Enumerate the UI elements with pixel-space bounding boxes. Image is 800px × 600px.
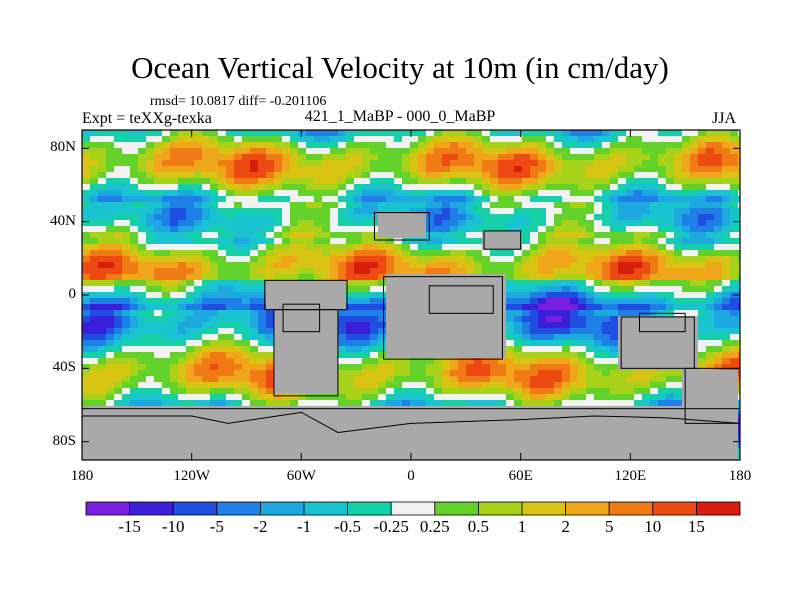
colorbar-level-label: 0.25 [419,517,450,536]
colorbar-swatch [347,501,392,516]
colorbar-level-label: -2 [253,517,268,536]
season-label: JJA [712,110,737,127]
colorbar-swatch [434,501,479,516]
y-tick-label: 80N [50,139,76,156]
coastline-4 [428,285,494,314]
colorbar-level-label: 15 [687,517,705,536]
axis-ticks [81,130,741,460]
y-tick-label: 80S [52,432,76,449]
colorbar-swatch [565,501,610,516]
colorbar-level-label: 5 [604,517,614,536]
y-tick-label: 40N [50,212,76,229]
colorbar-level-label: 2 [561,517,570,536]
x-tick-label: 120E [614,468,647,484]
coastline-6 [638,312,686,333]
colorbar-swatch [477,501,523,516]
coastline-10 [483,230,522,250]
x-tick-label: 120W [173,468,210,484]
chart-title: Ocean Vertical Velocity at 10m (in cm/da… [131,50,669,85]
colorbar-swatch [129,501,174,516]
x-tick-label: 60W [286,468,316,484]
coastline-8 [684,367,740,424]
colorbar-level-label: 10 [644,517,662,536]
colorbar-level-label: 1 [517,517,527,536]
subtitle-label: 421_1_MaBP - 000_0_MaBP [304,108,496,125]
x-tick-label: 180 [70,468,94,484]
velocity-field [82,130,740,460]
colorbar-level-label: -15 [118,517,141,536]
x-tick-label: 60E [508,468,533,484]
colorbar-swatch [696,501,741,516]
x-tick-label: 180 [728,468,752,484]
colorbar-swatch [608,501,654,516]
colorbar-swatch [172,501,218,516]
colorbar [85,501,741,516]
colorbar-level-label: -1 [296,517,312,536]
colorbar-swatch [652,501,697,516]
colorbar-swatch [303,501,348,516]
experiment-label: Expt = teXXg-texka [82,110,212,127]
coastline-1 [273,309,339,397]
colorbar-level-label: -0.25 [373,517,409,536]
coastline-5 [620,316,695,369]
colorbar-swatch [259,501,305,516]
colorbar-swatch [521,501,566,516]
stats-text: rmsd= 10.0817 diff= -0.201106 [150,94,327,109]
antarctic-coastline [82,411,740,434]
field-cells [82,130,740,460]
colorbar-level-label: -5 [209,517,224,536]
colorbar-level-label: -0.5 [334,517,362,536]
colorbar-level-label: -10 [161,517,185,536]
colorbar-swatch [85,501,130,516]
colorbar-swatch [390,501,436,516]
colorbar-level-label: 0.5 [467,517,490,536]
x-tick-label: 0 [407,468,415,484]
y-tick-label: 0 [68,286,77,302]
colorbar-swatch [216,501,261,516]
coastline-9 [373,212,430,241]
y-tick-label: 40S [52,359,76,376]
coastline-2 [282,303,321,333]
coastline-3 [383,276,503,360]
